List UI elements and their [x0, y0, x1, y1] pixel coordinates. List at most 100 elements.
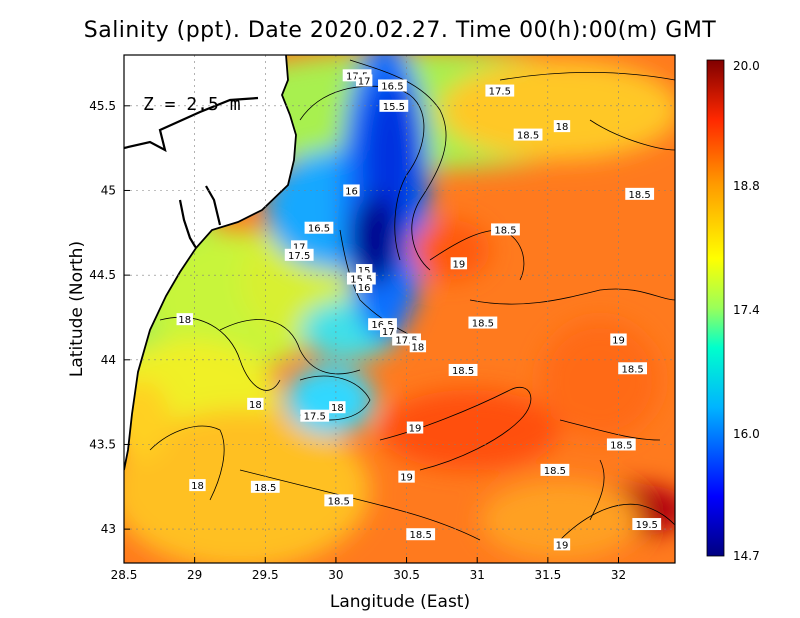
x-axis-ticks: 28.5 29 29.5 30 30.5 31 31.5 32	[111, 557, 626, 582]
contour-label-bg	[618, 362, 648, 375]
x-tick-label: 32	[611, 568, 626, 582]
contour-label-text: 19	[612, 335, 625, 346]
contour-label-bg	[398, 470, 415, 483]
contour-label: 18.5	[618, 362, 648, 375]
contour-label-bg	[304, 221, 334, 234]
colorbar-tick-label: 17.4	[733, 303, 760, 317]
contour-label-text: 19	[400, 473, 413, 484]
contour-label-text: 18.5	[621, 364, 643, 375]
contour-label: 18.5	[250, 480, 280, 494]
contour-label-bg	[378, 79, 407, 92]
contour-label-text: 17	[293, 242, 306, 253]
contour-label-text: 18.5	[328, 496, 350, 507]
contour-label: 19	[406, 421, 424, 435]
contour-label: 18	[409, 340, 427, 353]
contour-label-text: 16.5	[308, 224, 330, 235]
contour-label-bg	[450, 257, 468, 270]
contour-label-bg	[632, 518, 662, 531]
contour-label-text: 18.5	[410, 530, 432, 541]
contour-label-bg	[610, 333, 627, 346]
contour-label-text: 18.5	[472, 319, 494, 330]
contour-label-text: 18.5	[452, 366, 474, 377]
contour-label-bg	[485, 84, 515, 97]
contour-label-text: 18	[249, 400, 262, 411]
y-tick-label: 44	[101, 353, 116, 367]
y-tick-label: 43.5	[89, 437, 116, 451]
contour-label-text: 16	[358, 283, 371, 294]
contour-label: 17.5	[300, 409, 330, 423]
contour-label-text: 18.5	[629, 190, 651, 201]
contour-label-text: 18	[331, 403, 344, 414]
contour-label-bg	[553, 120, 571, 133]
contour-label-text: 16	[345, 186, 358, 197]
contour-label-text: 19	[556, 540, 569, 551]
contour-label-bg	[513, 128, 543, 141]
x-axis-label: Langitude (East)	[330, 592, 470, 612]
contour-label: 18	[247, 397, 264, 411]
contour-label-text: 18.5	[494, 225, 516, 236]
contour-label-bg	[324, 494, 354, 507]
contour-label: 18.5	[468, 316, 498, 330]
contour-label-text: 17.5	[288, 251, 310, 262]
contour-label-bg	[406, 421, 424, 434]
colorbar-tick-label: 20.0	[733, 59, 760, 73]
contour-label-bg	[406, 528, 436, 541]
contour-label-text: 15.5	[383, 102, 405, 113]
colorbar-tick-label: 14.7	[733, 549, 760, 563]
contour-label: 17.5	[284, 248, 314, 262]
depth-label: Z = 2.5 m	[143, 94, 241, 115]
contour-label-bg	[625, 187, 655, 200]
contour-label: 19	[610, 333, 627, 346]
contour-label-text: 18	[178, 315, 191, 326]
contour-label: 16.5	[304, 221, 334, 235]
contour-label: 17	[355, 74, 373, 87]
contour-label: 18.5	[606, 438, 636, 451]
contour-label-bg	[176, 313, 193, 326]
contour-label: 19	[450, 257, 468, 270]
x-tick-label: 30	[328, 568, 343, 582]
contour-label: 18	[329, 401, 346, 414]
contour-label-bg	[189, 479, 206, 492]
y-tick-label: 45	[101, 183, 116, 197]
y-axis-ticks: 43 43.5 44 44.5 45 45.5	[89, 99, 130, 536]
x-tick-label: 28.5	[111, 568, 138, 582]
contour-label-text: 17	[382, 327, 395, 338]
contour-label: 18	[176, 313, 193, 326]
contour-labels: 17.51716.515.517.51818.518.51616.51717.5…	[176, 69, 662, 551]
x-tick-label: 30.5	[393, 568, 420, 582]
x-tick-label: 29	[187, 568, 202, 582]
contour-label-text: 17.5	[489, 87, 511, 98]
contour-label-bg	[448, 363, 478, 376]
contour-label-text: 18	[191, 481, 204, 492]
colorbar-ticks: 20.0 18.8 17.4 16.0 14.7	[733, 59, 760, 563]
contour-label: 18.5	[540, 463, 570, 477]
x-tick-label: 31.5	[534, 568, 561, 582]
contour-label-text: 18	[411, 342, 424, 353]
contour-label-bg	[343, 184, 360, 197]
contour-label-bg	[491, 223, 520, 236]
y-axis-label: Latitude (North)	[67, 241, 87, 377]
salinity-field	[124, 55, 675, 563]
contour-label-text: 15.5	[350, 275, 372, 286]
contour-label-text: 16.5	[381, 81, 403, 92]
contour-label: 19	[553, 538, 571, 551]
contour-label-bg	[409, 340, 427, 353]
contour-label-bg	[468, 316, 498, 329]
contour-label-bg	[300, 409, 330, 422]
contour-label-bg	[553, 538, 571, 551]
contour-label-text: 18.5	[544, 466, 566, 477]
contour-label-text: 17.5	[395, 335, 417, 346]
plot-frame	[123, 54, 676, 564]
contour-label: 16	[355, 280, 373, 294]
x-tick-label: 31	[470, 568, 485, 582]
contour-label-text: 15	[358, 266, 371, 277]
contour-label-bg	[284, 248, 314, 261]
contour-label-bg	[606, 438, 636, 451]
colorbar-tick-label: 16.0	[733, 427, 760, 441]
contour-label-text: 19	[452, 259, 465, 270]
contour-label: 18.5	[625, 187, 655, 201]
contour-label: 19.5	[632, 518, 662, 531]
contour-label: 18.5	[406, 528, 436, 541]
contour-label: 18	[189, 479, 206, 492]
